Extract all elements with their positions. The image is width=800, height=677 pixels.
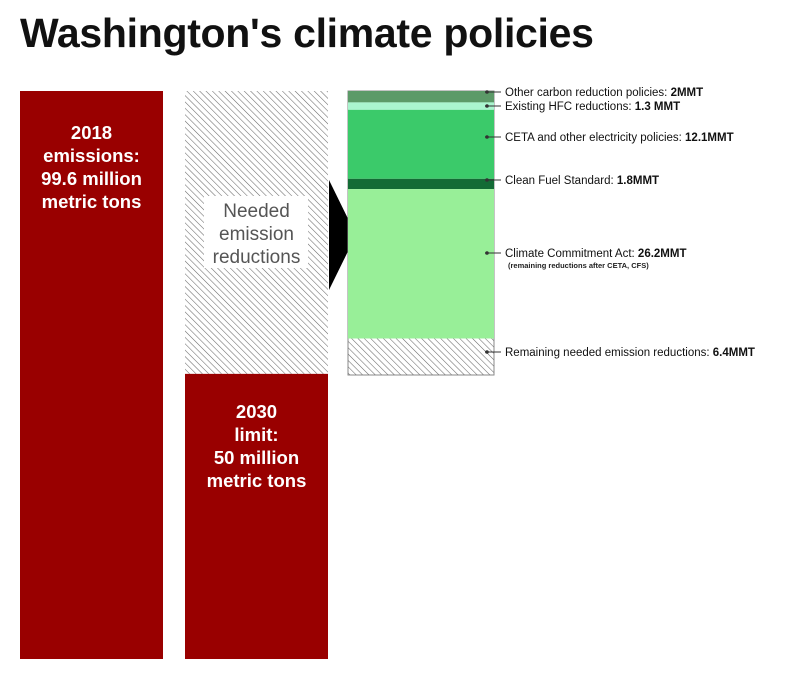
breakdown-note: (remaining reductions after CETA, CFS)	[508, 261, 649, 270]
breakdown-label-name: CETA and other electricity policies:	[505, 132, 685, 144]
breakdown-segment	[348, 102, 494, 110]
breakdown-label-name: Existing HFC reductions:	[505, 101, 635, 113]
leader-dot	[485, 251, 489, 255]
label-needed-reductions-line: Needed	[223, 201, 290, 222]
label-2030-limit-line: 2030	[236, 401, 277, 422]
breakdown-label: Climate Commitment Act: 26.2MMT	[505, 248, 687, 260]
breakdown-segment	[348, 91, 494, 103]
breakdown-label-name: Climate Commitment Act:	[505, 248, 638, 260]
label-2018-emissions-line: emissions:	[43, 145, 140, 166]
label-needed-reductions: Needed emission reductions	[213, 201, 301, 268]
label-2018-emissions-line: metric tons	[42, 191, 142, 212]
arrow-icon	[329, 180, 356, 290]
breakdown-label: Remaining needed emission reductions: 6.…	[505, 347, 755, 359]
breakdown-label-name: Other carbon reduction policies:	[505, 87, 671, 99]
breakdown-label-value: 1.8MMT	[617, 175, 659, 187]
breakdown-label: Clean Fuel Standard: 1.8MMT	[505, 175, 659, 187]
breakdown-segment	[348, 109, 494, 179]
leader-dot	[485, 178, 489, 182]
leader-dot	[485, 135, 489, 139]
label-2018-emissions: 2018 emissions: 99.6 million metric tons	[41, 122, 142, 212]
label-2030-limit-line: metric tons	[207, 470, 307, 491]
breakdown-label-value: 6.4MMT	[713, 347, 755, 359]
breakdown-label: Other carbon reduction policies: 2MMT	[505, 87, 703, 99]
breakdown-segment	[348, 178, 494, 190]
leader-dot	[485, 90, 489, 94]
breakdown-label-value: 12.1MMT	[685, 132, 734, 144]
breakdown-label-value: 2MMT	[671, 87, 704, 99]
breakdown-segment	[348, 338, 494, 375]
breakdown-label-value: 26.2MMT	[638, 248, 687, 260]
bar-2030-limit	[185, 373, 328, 659]
chart-title: Washington's climate policies	[20, 10, 594, 56]
label-needed-reductions-line: reductions	[213, 247, 301, 268]
label-2030-limit-line: limit:	[234, 424, 278, 445]
leader-dot	[485, 104, 489, 108]
label-2018-emissions-line: 2018	[71, 122, 112, 143]
breakdown-label-name: Remaining needed emission reductions:	[505, 347, 713, 359]
breakdown-label: Existing HFC reductions: 1.3 MMT	[505, 101, 680, 113]
breakdown-label-name: Clean Fuel Standard:	[505, 175, 617, 187]
bar-2018-emissions	[20, 91, 163, 659]
label-2030-limit-line: 50 million	[214, 447, 299, 468]
label-2030-limit: 2030 limit: 50 million metric tons	[207, 401, 307, 491]
leader-dot	[485, 350, 489, 354]
breakdown-segment	[348, 189, 494, 339]
needed-label-backdrop	[204, 196, 308, 268]
breakdown-label-value: 1.3 MMT	[635, 101, 680, 113]
breakdown-label: CETA and other electricity policies: 12.…	[505, 132, 734, 144]
label-2018-emissions-line: 99.6 million	[41, 168, 142, 189]
label-needed-reductions-line: emission	[219, 224, 294, 245]
